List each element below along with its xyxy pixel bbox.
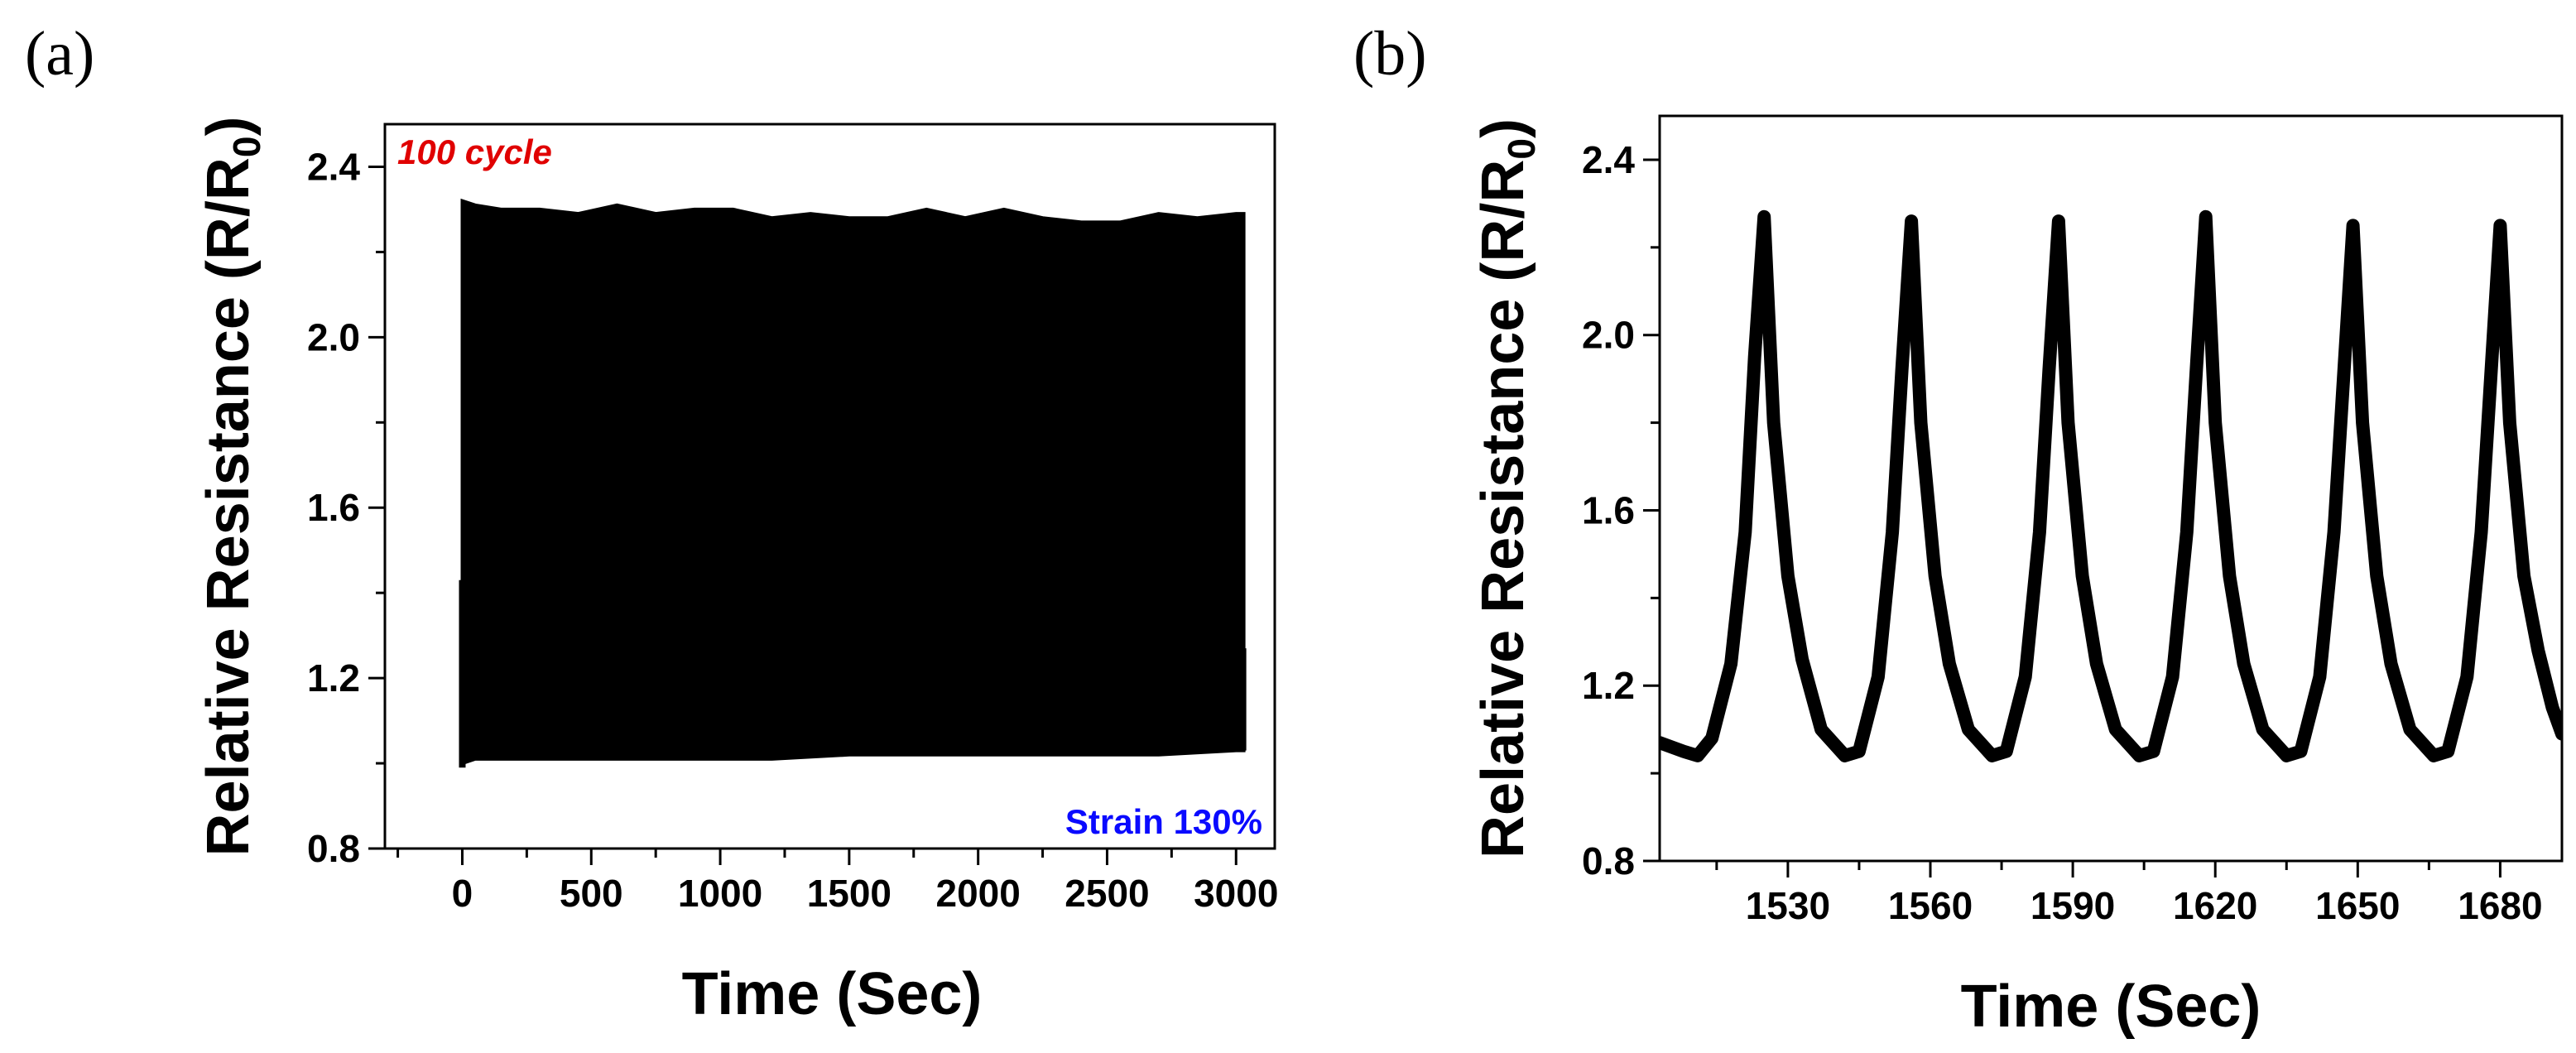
y-axis-title-b: Relative Resistance (R/R0)	[1470, 118, 1543, 858]
x-tick-label: 0	[452, 872, 473, 915]
data-layer-b	[1660, 209, 2562, 762]
panel-label-b: (b)	[1353, 19, 1427, 89]
x-tick-label: 1590	[2031, 884, 2115, 927]
x-tick-label: 1530	[1746, 884, 1830, 927]
x-axis-title-a: Time (Sec)	[682, 961, 983, 1027]
y-axis-title-sub-a: 0	[225, 137, 268, 158]
y-axis-title-sub-b: 0	[1500, 138, 1543, 160]
y-tick-label: 0.8	[307, 827, 360, 870]
y-tick-label: 1.6	[307, 486, 360, 529]
plot-frame-a	[383, 123, 1276, 850]
y-tick-label: 2.4	[307, 145, 360, 188]
x-tick-label: 500	[560, 872, 623, 915]
cycle-annotation: 100 cycle	[397, 132, 552, 171]
cycling-band	[460, 198, 1246, 766]
axis-ticks-a: 0 500 1000 1500 2000 2500 3000 0.8 1.2 1.6 2.0 2.4	[307, 145, 1278, 915]
x-tick-label: 1620	[2173, 884, 2257, 927]
y-tick-label: 1.2	[307, 656, 360, 700]
x-tick-label: 1650	[2315, 884, 2400, 927]
resistance-curve	[1660, 209, 2562, 762]
y-tick-label: 2.0	[1582, 314, 1635, 357]
y-tick-label: 1.2	[1582, 664, 1635, 707]
strain-annotation: Strain 130%	[1065, 802, 1262, 841]
x-tick-label: 3000	[1194, 872, 1278, 915]
y-axis-title-close-b: )	[1470, 118, 1536, 138]
y-tick-label: 0.8	[1582, 839, 1635, 882]
chart-panel-b: (b) 1530 1560 1590 1620 1650 1680 0.8 1.2 1.6 2.0…	[1353, 19, 2564, 1040]
y-axis-title-close-a: )	[195, 117, 262, 137]
x-axis-title-b: Time (Sec)	[1961, 974, 2261, 1040]
axis-ticks-b: 1530 1560 1590 1620 1650 1680 0.8 1.2 1.6 2.0 2.4	[1582, 138, 2543, 927]
y-tick-label: 2.0	[307, 315, 360, 358]
x-tick-label: 1560	[1888, 884, 1973, 927]
y-axis-title-main-b: Relative Resistance (R/R	[1470, 160, 1536, 858]
x-tick-label: 2000	[935, 872, 1020, 915]
y-axis-title-main-a: Relative Resistance (R/R	[195, 157, 262, 856]
y-axis-title-a: Relative Resistance (R/R0)	[195, 117, 268, 857]
plot-frame-b	[1658, 114, 2564, 863]
data-layer-a	[459, 198, 1247, 768]
panel-label-a: (a)	[25, 19, 94, 89]
x-tick-label: 1500	[807, 872, 892, 915]
y-tick-label: 2.4	[1582, 138, 1635, 181]
x-tick-label: 1680	[2458, 884, 2542, 927]
x-tick-label: 1000	[678, 872, 762, 915]
x-tick-label: 2500	[1065, 872, 1149, 915]
chart-panel-a: (a) 0 500 1000 1500 2000 2500 3000 0.8 1.2 1.6 2.0…	[25, 19, 1278, 1027]
y-tick-label: 1.6	[1582, 488, 1635, 531]
